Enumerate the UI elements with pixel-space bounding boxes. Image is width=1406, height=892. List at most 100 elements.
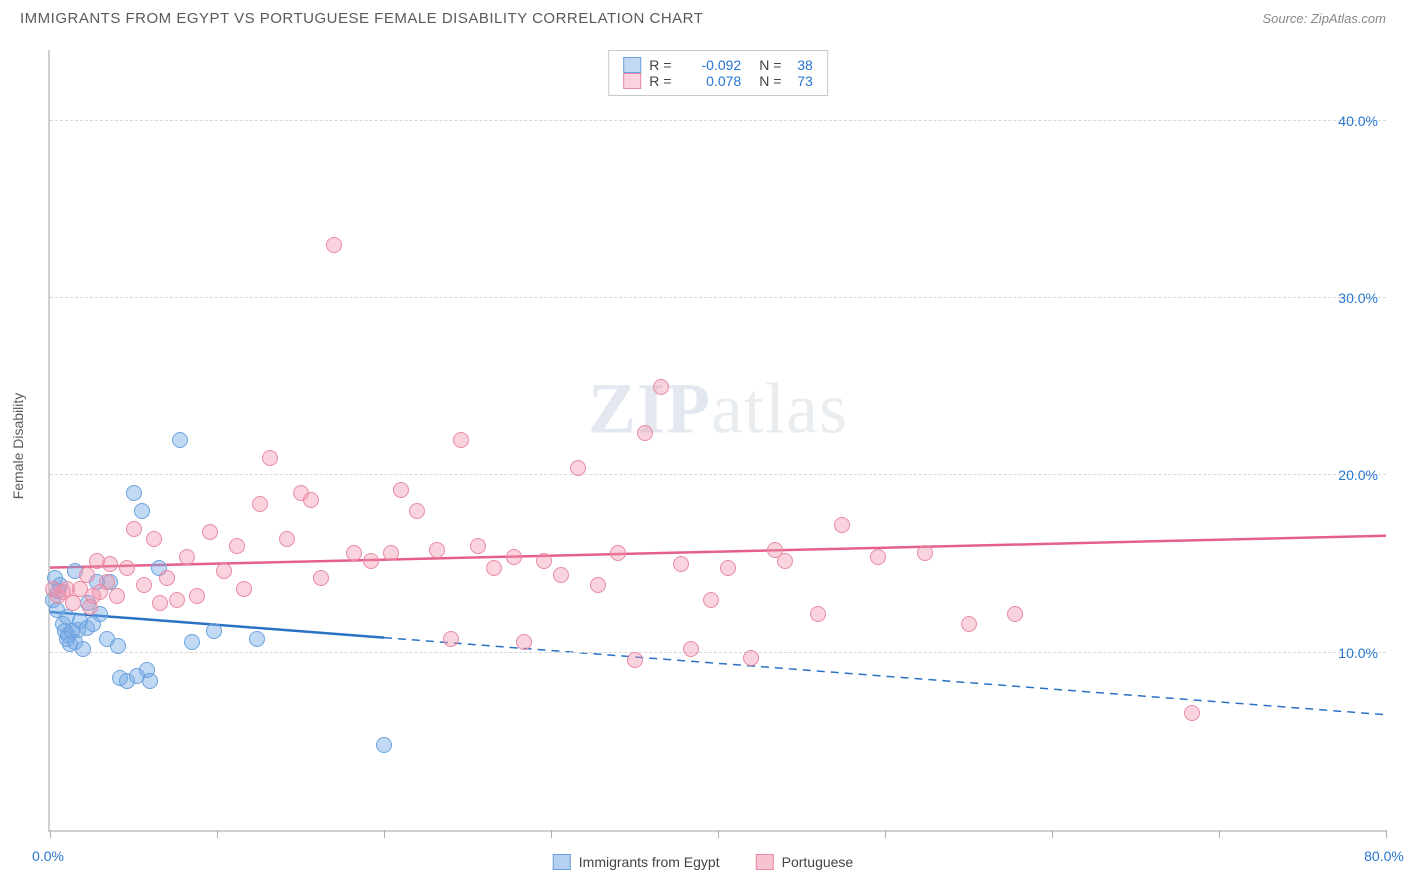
scatter-point bbox=[142, 673, 158, 689]
x-tick-mark bbox=[551, 830, 552, 838]
scatter-point bbox=[363, 553, 379, 569]
x-tick-mark bbox=[217, 830, 218, 838]
legend-label: Immigrants from Egypt bbox=[579, 854, 720, 870]
scatter-point bbox=[1007, 606, 1023, 622]
scatter-point bbox=[486, 560, 502, 576]
r-label: R = bbox=[649, 57, 673, 73]
scatter-point bbox=[206, 623, 222, 639]
chart-area: ZIPatlas R =-0.092N =38R =0.078N =73 10.… bbox=[48, 50, 1386, 832]
n-label: N = bbox=[759, 73, 789, 89]
x-tick-mark bbox=[1386, 830, 1387, 838]
scatter-point bbox=[172, 432, 188, 448]
legend-swatch bbox=[623, 57, 641, 73]
y-tick-label: 10.0% bbox=[1326, 645, 1378, 661]
legend-label: Portuguese bbox=[782, 854, 854, 870]
source-name: ZipAtlas.com bbox=[1311, 11, 1386, 26]
source-prefix: Source: bbox=[1262, 11, 1310, 26]
legend-swatch bbox=[553, 854, 571, 870]
scatter-point bbox=[313, 570, 329, 586]
scatter-point bbox=[870, 549, 886, 565]
plot-area: ZIPatlas R =-0.092N =38R =0.078N =73 10.… bbox=[48, 50, 1386, 832]
scatter-point bbox=[610, 545, 626, 561]
watermark: ZIPatlas bbox=[588, 367, 848, 450]
chart-header: IMMIGRANTS FROM EGYPT VS PORTUGUESE FEMA… bbox=[0, 0, 1406, 33]
scatter-point bbox=[179, 549, 195, 565]
scatter-point bbox=[810, 606, 826, 622]
y-tick-label: 40.0% bbox=[1326, 113, 1378, 129]
scatter-point bbox=[703, 592, 719, 608]
legend-item: Immigrants from Egypt bbox=[553, 854, 720, 870]
scatter-point bbox=[216, 563, 232, 579]
x-tick-mark bbox=[50, 830, 51, 838]
scatter-point bbox=[99, 574, 115, 590]
scatter-point bbox=[279, 531, 295, 547]
scatter-point bbox=[653, 379, 669, 395]
scatter-point bbox=[720, 560, 736, 576]
scatter-point bbox=[169, 592, 185, 608]
scatter-point bbox=[152, 595, 168, 611]
scatter-point bbox=[109, 588, 125, 604]
y-axis-label: Female Disability bbox=[10, 393, 26, 500]
scatter-point bbox=[134, 503, 150, 519]
source-attribution: Source: ZipAtlas.com bbox=[1262, 11, 1386, 26]
gridline-h bbox=[50, 474, 1386, 475]
scatter-point bbox=[303, 492, 319, 508]
x-tick-mark bbox=[718, 830, 719, 838]
scatter-point bbox=[326, 237, 342, 253]
scatter-point bbox=[119, 560, 135, 576]
scatter-point bbox=[236, 581, 252, 597]
scatter-point bbox=[249, 631, 265, 647]
scatter-point bbox=[627, 652, 643, 668]
scatter-point bbox=[443, 631, 459, 647]
r-value: 0.078 bbox=[681, 73, 741, 89]
scatter-point bbox=[252, 496, 268, 512]
scatter-point bbox=[383, 545, 399, 561]
n-value: 38 bbox=[797, 57, 813, 73]
y-tick-label: 30.0% bbox=[1326, 290, 1378, 306]
scatter-point bbox=[184, 634, 200, 650]
scatter-point bbox=[346, 545, 362, 561]
legend-swatch bbox=[623, 73, 641, 89]
n-label: N = bbox=[759, 57, 789, 73]
scatter-point bbox=[409, 503, 425, 519]
scatter-point bbox=[683, 641, 699, 657]
scatter-point bbox=[102, 556, 118, 572]
scatter-point bbox=[453, 432, 469, 448]
scatter-point bbox=[146, 531, 162, 547]
scatter-point bbox=[126, 521, 142, 537]
y-tick-label: 20.0% bbox=[1326, 467, 1378, 483]
scatter-point bbox=[917, 545, 933, 561]
x-tick-mark bbox=[1052, 830, 1053, 838]
x-tick-label: 80.0% bbox=[1364, 848, 1404, 864]
scatter-point bbox=[376, 737, 392, 753]
x-tick-label: 0.0% bbox=[32, 848, 64, 864]
scatter-point bbox=[159, 570, 175, 586]
x-tick-mark bbox=[384, 830, 385, 838]
scatter-point bbox=[189, 588, 205, 604]
chart-title: IMMIGRANTS FROM EGYPT VS PORTUGUESE FEMA… bbox=[20, 10, 703, 27]
scatter-point bbox=[65, 595, 81, 611]
gridline-h bbox=[50, 652, 1386, 653]
scatter-point bbox=[429, 542, 445, 558]
scatter-point bbox=[470, 538, 486, 554]
scatter-point bbox=[75, 641, 91, 657]
x-tick-mark bbox=[1219, 830, 1220, 838]
gridline-h bbox=[50, 120, 1386, 121]
x-tick-mark bbox=[885, 830, 886, 838]
scatter-point bbox=[743, 650, 759, 666]
scatter-point bbox=[637, 425, 653, 441]
r-value: -0.092 bbox=[681, 57, 741, 73]
scatter-point bbox=[229, 538, 245, 554]
legend-swatch bbox=[756, 854, 774, 870]
scatter-point bbox=[536, 553, 552, 569]
scatter-point bbox=[262, 450, 278, 466]
legend-item: Portuguese bbox=[756, 854, 854, 870]
scatter-point bbox=[506, 549, 522, 565]
scatter-point bbox=[110, 638, 126, 654]
scatter-point bbox=[126, 485, 142, 501]
scatter-point bbox=[202, 524, 218, 540]
scatter-point bbox=[777, 553, 793, 569]
scatter-point bbox=[673, 556, 689, 572]
scatter-point bbox=[393, 482, 409, 498]
scatter-point bbox=[79, 567, 95, 583]
